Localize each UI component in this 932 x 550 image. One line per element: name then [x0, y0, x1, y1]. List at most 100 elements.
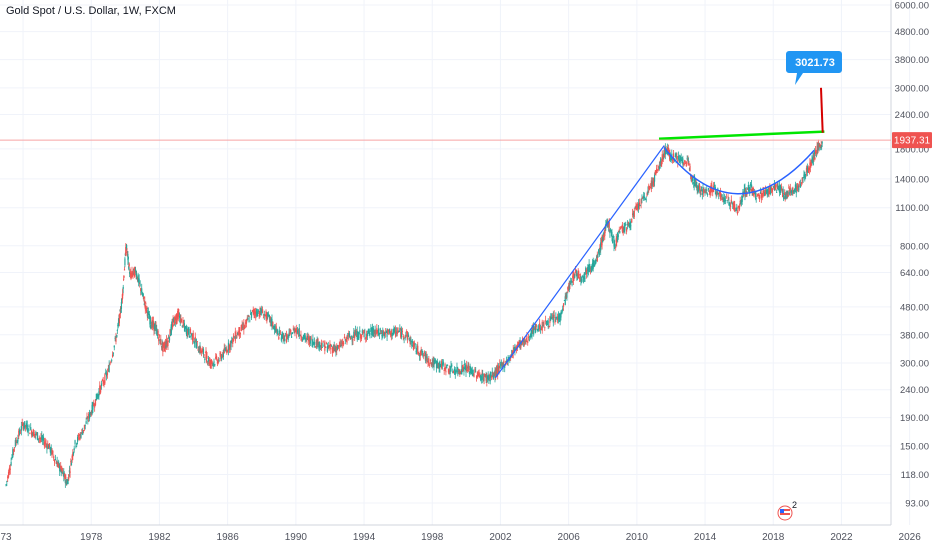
- candle-body: [490, 376, 493, 378]
- candle-body: [378, 332, 380, 335]
- candle-body: [736, 211, 739, 214]
- candle-body: [66, 481, 68, 485]
- candle-body: [403, 338, 405, 339]
- candle-body: [589, 270, 592, 272]
- candle-body: [649, 187, 652, 189]
- candle-body: [699, 192, 701, 194]
- candle-body: [114, 337, 116, 339]
- candle-body: [299, 335, 301, 336]
- candle-body: [117, 324, 119, 327]
- candle-body: [46, 445, 48, 449]
- candle-body: [771, 188, 773, 192]
- candle-body: [330, 347, 332, 350]
- candle-body: [795, 185, 797, 194]
- candle-body: [366, 334, 368, 338]
- candle-body: [444, 363, 446, 370]
- candle-body: [441, 361, 443, 369]
- candle-body: [764, 189, 767, 195]
- candle-body: [121, 301, 123, 303]
- candle-body: [787, 194, 789, 197]
- candle-body: [580, 280, 582, 282]
- candle-body: [523, 337, 525, 346]
- candle-body: [195, 342, 197, 348]
- candle-body: [739, 200, 741, 203]
- current-price-label: 1937.31: [894, 136, 931, 147]
- candle-body: [816, 145, 818, 154]
- candle-body: [198, 350, 200, 353]
- neckline[interactable]: [658, 130, 825, 140]
- candle-body: [80, 433, 82, 438]
- candle-body: [551, 316, 554, 319]
- candle-body: [457, 368, 460, 371]
- candle-body: [439, 361, 441, 369]
- candle-body: [231, 337, 233, 341]
- candle-body: [69, 471, 71, 473]
- candle-body: [206, 362, 209, 364]
- candle-body: [220, 354, 222, 359]
- candle-body: [758, 193, 760, 195]
- candle-body: [321, 347, 323, 348]
- candle-body: [487, 374, 489, 378]
- candle-body: [232, 338, 234, 344]
- candle-body: [6, 481, 8, 482]
- candle-body: [139, 284, 141, 286]
- candle-body: [634, 207, 636, 208]
- target-projection[interactable]: [819, 87, 824, 133]
- candle-body: [216, 360, 219, 364]
- candle-body: [141, 288, 143, 292]
- candle-body: [285, 333, 287, 335]
- candle-body: [411, 344, 413, 346]
- candle-body: [483, 376, 485, 381]
- candle-body: [701, 192, 703, 196]
- candle-body: [579, 274, 581, 278]
- candle-body: [588, 263, 590, 270]
- candle-body: [58, 461, 60, 463]
- candle-body: [461, 365, 463, 374]
- candle-body: [143, 303, 145, 305]
- candle-body: [140, 288, 142, 292]
- candle-body: [491, 371, 493, 376]
- candle-body: [147, 311, 149, 312]
- candle-body: [422, 354, 424, 356]
- time-axis[interactable]: 73 1978 1982 1986 1990 1994 1998 2002 2006 2010 20…: [0, 532, 921, 543]
- y-tick-label: 2400.00: [895, 110, 929, 121]
- candle-body: [349, 336, 352, 340]
- flag-badge[interactable]: 2: [777, 500, 797, 521]
- price-axis[interactable]: 93.00 118.00 150.00 190.00 240.00 300.00 380.0…: [895, 1, 929, 510]
- trend-line[interactable]: [494, 145, 665, 379]
- candle-body: [30, 427, 32, 430]
- candle-body: [555, 316, 557, 319]
- candle-body: [396, 331, 398, 335]
- candle-body: [576, 270, 578, 277]
- candle-body: [342, 342, 345, 345]
- candle-body: [96, 395, 98, 399]
- candle-body: [196, 341, 198, 349]
- candle-body: [780, 187, 782, 189]
- cup-curve[interactable]: [663, 147, 815, 195]
- candle-body: [91, 404, 93, 415]
- candle-body: [98, 391, 100, 397]
- candle-body: [208, 362, 210, 364]
- candle-body: [769, 185, 771, 192]
- candle-body: [311, 340, 313, 346]
- candle-body: [656, 169, 658, 171]
- candle-body: [522, 339, 525, 343]
- candle-body: [214, 364, 216, 366]
- candle-body: [9, 468, 11, 470]
- candle-body: [331, 347, 334, 353]
- candle-body: [478, 373, 480, 378]
- candle-body: [227, 342, 230, 351]
- candle-body: [809, 162, 811, 165]
- grid: [0, 0, 911, 525]
- candle-body: [340, 344, 342, 347]
- candle-body: [212, 363, 214, 366]
- candle-body: [305, 338, 307, 340]
- candle-body: [207, 357, 210, 361]
- candle-body: [645, 199, 647, 201]
- candle-body: [722, 197, 724, 202]
- candle-body: [675, 154, 677, 159]
- candle-body: [631, 213, 634, 216]
- x-tick-label: 2022: [830, 532, 853, 543]
- candle-body: [786, 192, 788, 198]
